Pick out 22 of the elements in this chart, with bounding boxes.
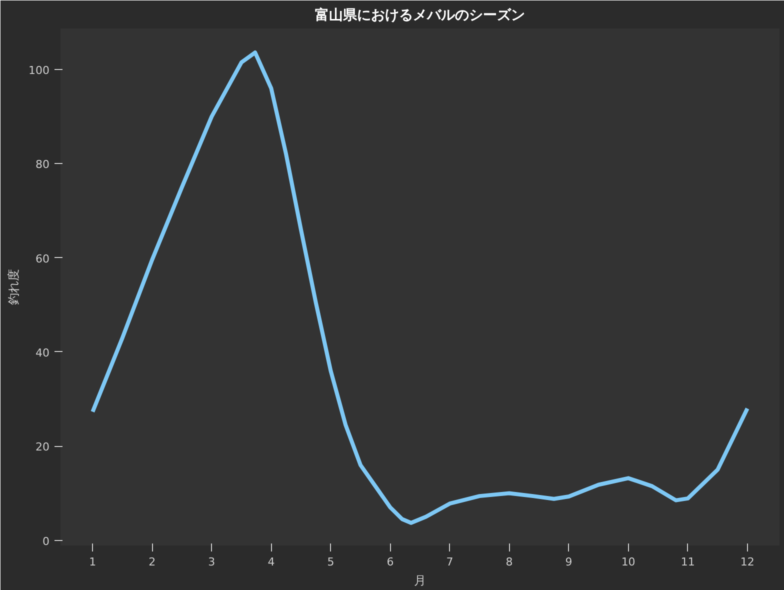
chart-title: 富山県におけるメバルのシーズン bbox=[315, 6, 525, 24]
y-axis-title: 釣れ度 bbox=[6, 269, 21, 305]
y-tick-label: 40 bbox=[36, 346, 50, 360]
y-tick-label: 80 bbox=[36, 158, 50, 172]
x-tick-label: 2 bbox=[148, 556, 156, 568]
x-tick-label: 11 bbox=[680, 556, 695, 568]
x-tick-label: 3 bbox=[208, 556, 216, 568]
line-series bbox=[90, 50, 750, 525]
x-tick-label: 6 bbox=[386, 556, 394, 568]
y-tick-label: 0 bbox=[42, 534, 50, 548]
x-tick-label: 5 bbox=[327, 556, 334, 568]
x-tick-label: 4 bbox=[268, 556, 275, 568]
x-tick-label: 9 bbox=[565, 556, 572, 568]
x-tick-label: 7 bbox=[446, 556, 454, 568]
x-axis-title: 月 bbox=[414, 574, 426, 588]
y-tick-label: 60 bbox=[36, 252, 50, 266]
y-tick-label: 100 bbox=[28, 64, 50, 77]
y-tick-label: 20 bbox=[36, 440, 50, 454]
x-tick-label: 1 bbox=[89, 556, 96, 568]
x-tick-label: 12 bbox=[740, 556, 754, 568]
x-tick-label: 10 bbox=[621, 556, 636, 568]
x-tick-label: 8 bbox=[506, 556, 513, 568]
